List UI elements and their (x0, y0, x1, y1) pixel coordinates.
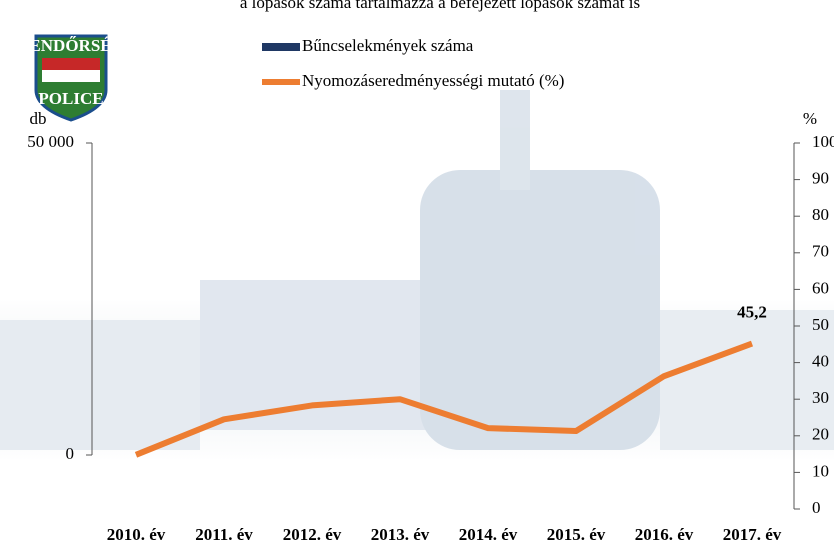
y2-tick-label: 100 (812, 132, 834, 151)
y-tick-label: 0 (66, 444, 75, 463)
y2-tick-label: 60 (812, 278, 829, 297)
y-tick-label: 50 000 (27, 132, 74, 151)
x-tick-label: 2011. év (195, 525, 253, 544)
logo: RENDŐRSÉG POLICE (17, 34, 125, 122)
y2-tick-label: 40 (812, 352, 829, 371)
background-photo (0, 90, 834, 460)
x-tick-label: 2014. év (459, 525, 518, 544)
y2-tick-label: 30 (812, 388, 829, 407)
x-tick-label: 2015. év (547, 525, 606, 544)
x-tick-label: 2012. év (283, 525, 342, 544)
y2-tick-label: 80 (812, 205, 829, 224)
y2-tick-label: 0 (812, 498, 821, 517)
caption: a lopások száma tartalmazza a befejezett… (240, 0, 640, 12)
y2-tick-label: 90 (812, 169, 829, 188)
x-tick-label: 2013. év (371, 525, 430, 544)
x-tick-label: 2017. év (723, 525, 782, 544)
x-tick-label: 2010. év (107, 525, 166, 544)
y2-axis-label: % (803, 109, 817, 128)
logo-text: RENDŐRSÉG (17, 36, 125, 55)
y2-tick-label: 50 (812, 315, 829, 334)
logo-text: POLICE (38, 89, 103, 108)
y-axis-label: db (30, 109, 47, 128)
legend-label: Nyomozáseredményességi mutató (%) (302, 71, 564, 90)
y2-tick-label: 70 (812, 242, 829, 261)
y2-tick-label: 10 (812, 461, 829, 480)
x-tick-label: 2016. év (635, 525, 694, 544)
data-label: 45,2 (737, 302, 767, 321)
legend-label: Bűncselekmények száma (302, 36, 474, 55)
legend-swatch (262, 43, 300, 51)
line (134, 340, 754, 458)
y2-tick-label: 20 (812, 425, 829, 444)
